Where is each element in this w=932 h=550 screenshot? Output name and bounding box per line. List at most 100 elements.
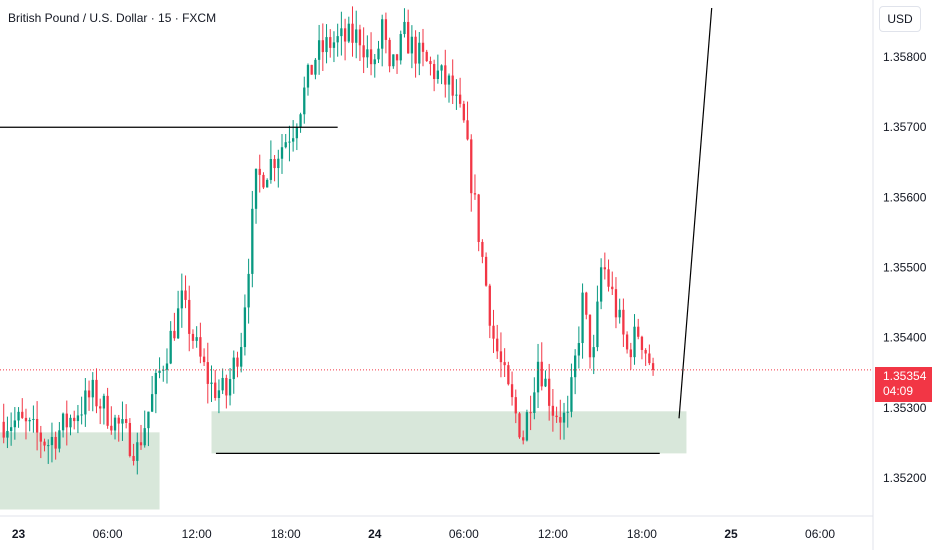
candle-body[interactable] [492,325,495,339]
candle-body[interactable] [340,28,343,37]
candle-body[interactable] [570,377,573,412]
candle-body[interactable] [510,384,514,398]
candle-body[interactable] [24,417,28,422]
candle-body[interactable] [403,21,406,35]
candle-body[interactable] [499,351,503,363]
candle-body[interactable] [243,307,247,348]
symbol-title[interactable]: British Pound / U.S. Dollar · 15 · FXCM [8,11,217,25]
candle-body[interactable] [210,382,213,384]
candle-body[interactable] [266,179,269,188]
candle-body[interactable] [228,379,232,396]
candle-body[interactable] [522,437,525,441]
candle-body[interactable] [2,421,5,438]
candle-body[interactable] [188,299,191,334]
candle-body[interactable] [366,49,369,58]
candle-body[interactable] [9,427,13,431]
candle-body[interactable] [392,54,395,67]
candle-body[interactable] [202,356,206,363]
candle-body[interactable] [50,436,54,446]
candle-body[interactable] [395,54,399,61]
candle-body[interactable] [117,417,120,424]
candle-body[interactable] [533,392,536,414]
candle-body[interactable] [306,64,310,88]
candle-body[interactable] [91,379,94,398]
candle-body[interactable] [136,442,139,461]
candle-body[interactable] [622,309,625,335]
candle-body[interactable] [217,390,221,398]
candle-body[interactable] [236,357,239,367]
candle-body[interactable] [507,365,510,385]
candle-body[interactable] [139,442,143,446]
candle-body[interactable] [418,42,421,64]
candle-body[interactable] [221,377,224,391]
candle-body[interactable] [518,413,521,438]
candle-body[interactable] [43,441,46,446]
candle-body[interactable] [54,436,57,449]
candle-body[interactable] [61,413,65,431]
candle-body[interactable] [525,412,529,441]
candle-body[interactable] [125,419,128,423]
candle-body[interactable] [466,120,469,140]
candle-body[interactable] [329,37,332,48]
candle-body[interactable] [310,64,313,75]
candle-body[interactable] [191,333,195,341]
candle-body[interactable] [573,355,577,378]
candle-body[interactable] [184,290,187,300]
candle-body[interactable] [618,309,621,318]
candle-body[interactable] [477,194,480,242]
candle-body[interactable] [470,139,473,194]
candle-body[interactable] [332,42,336,48]
candle-body[interactable] [462,103,465,121]
candle-body[interactable] [603,267,606,270]
candle-body[interactable] [95,379,98,407]
candle-body[interactable] [640,336,644,350]
candle-body[interactable] [317,40,321,60]
candle-body[interactable] [80,414,83,416]
candle-body[interactable] [373,59,376,65]
candle-body[interactable] [143,428,146,446]
candle-body[interactable] [651,363,655,370]
candle-body[interactable] [503,362,506,366]
candle-body[interactable] [254,168,258,209]
candle-body[interactable] [173,330,176,339]
candle-body[interactable] [347,23,350,42]
candle-body[interactable] [399,34,402,61]
candle-body[interactable] [295,127,299,139]
candle-body[interactable] [21,411,24,418]
candle-body[interactable] [488,285,491,326]
candle-body[interactable] [269,158,273,180]
candle-body[interactable] [65,413,68,428]
candle-body[interactable] [384,19,388,40]
candle-body[interactable] [514,397,517,414]
candle-body[interactable] [414,36,417,64]
candle-body[interactable] [458,94,462,104]
candle-body[interactable] [548,378,551,406]
candle-body[interactable] [555,415,558,418]
candle-body[interactable] [473,193,477,195]
candle-body[interactable] [262,174,265,188]
candle-body[interactable] [225,377,228,396]
candle-body[interactable] [559,417,562,423]
candle-body[interactable] [158,370,161,373]
candle-body[interactable] [121,419,124,424]
candle-body[interactable] [251,208,254,274]
candle-body[interactable] [176,308,180,339]
candle-body[interactable] [451,75,454,96]
candle-body[interactable] [358,29,362,46]
candle-body[interactable] [551,405,555,416]
candle-body[interactable] [106,395,109,426]
candle-body[interactable] [455,94,458,96]
candle-body[interactable] [73,417,76,422]
candle-body[interactable] [214,382,217,398]
candle-body[interactable] [611,286,614,290]
candle-body[interactable] [110,425,113,431]
candle-body[interactable] [540,361,543,387]
candle-body[interactable] [592,347,595,358]
candle-body[interactable] [195,337,198,341]
candle-body[interactable] [544,378,547,387]
candle-body[interactable] [381,19,384,49]
candle-body[interactable] [429,61,432,65]
candle-body[interactable] [132,455,135,461]
candle-body[interactable] [351,23,354,43]
candle-body[interactable] [633,326,636,358]
